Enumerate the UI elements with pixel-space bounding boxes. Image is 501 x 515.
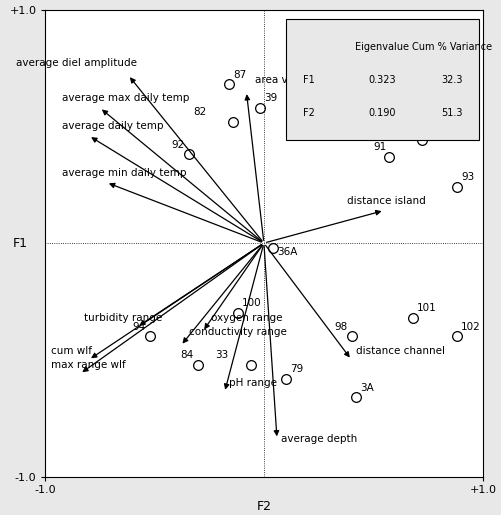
Text: 84: 84 xyxy=(180,350,193,360)
Text: 51.3: 51.3 xyxy=(441,108,462,117)
Text: turbidity range: turbidity range xyxy=(84,313,162,323)
Text: cum wlf: cum wlf xyxy=(51,346,92,355)
Text: Eigenvalue: Eigenvalue xyxy=(355,42,408,52)
Text: 0.323: 0.323 xyxy=(368,75,395,85)
Text: 91: 91 xyxy=(373,142,386,152)
Text: average min daily temp: average min daily temp xyxy=(62,168,186,178)
Text: 81: 81 xyxy=(351,83,364,94)
Text: max range wlf: max range wlf xyxy=(51,359,126,370)
Text: 82: 82 xyxy=(193,107,206,117)
Text: 39: 39 xyxy=(264,93,277,103)
Text: 32.3: 32.3 xyxy=(441,75,462,85)
Text: 92: 92 xyxy=(171,140,185,150)
Text: distance channel: distance channel xyxy=(355,346,444,355)
Text: distance island: distance island xyxy=(347,196,425,206)
Text: 98: 98 xyxy=(333,322,347,332)
Text: 102: 102 xyxy=(460,322,480,332)
Text: 3A: 3A xyxy=(360,383,373,392)
Text: Cum % Variance: Cum % Variance xyxy=(411,42,491,52)
Text: average max daily temp: average max daily temp xyxy=(62,93,189,104)
Text: 36A: 36A xyxy=(277,247,297,257)
Text: F1: F1 xyxy=(303,75,315,85)
Text: 87: 87 xyxy=(233,70,246,80)
Text: oxygen range: oxygen range xyxy=(211,313,282,323)
Text: F1: F1 xyxy=(13,236,27,250)
Text: F2: F2 xyxy=(256,500,271,513)
Text: conductivity range: conductivity range xyxy=(189,327,287,337)
Text: 94: 94 xyxy=(132,322,145,332)
Text: 101: 101 xyxy=(416,303,436,313)
Text: 0.190: 0.190 xyxy=(368,108,395,117)
Text: 93: 93 xyxy=(460,173,473,182)
Text: 33: 33 xyxy=(215,350,228,360)
Text: average depth: average depth xyxy=(281,434,357,444)
Text: 79: 79 xyxy=(290,364,303,374)
Text: average diel amplitude: average diel amplitude xyxy=(16,58,137,68)
Text: area variability: area variability xyxy=(255,75,333,84)
Text: 90: 90 xyxy=(425,126,438,135)
Text: F2: F2 xyxy=(303,108,315,117)
Text: pH range: pH range xyxy=(228,378,276,388)
Text: average daily temp: average daily temp xyxy=(62,122,163,131)
Bar xyxy=(285,19,477,140)
Text: 100: 100 xyxy=(241,299,261,308)
